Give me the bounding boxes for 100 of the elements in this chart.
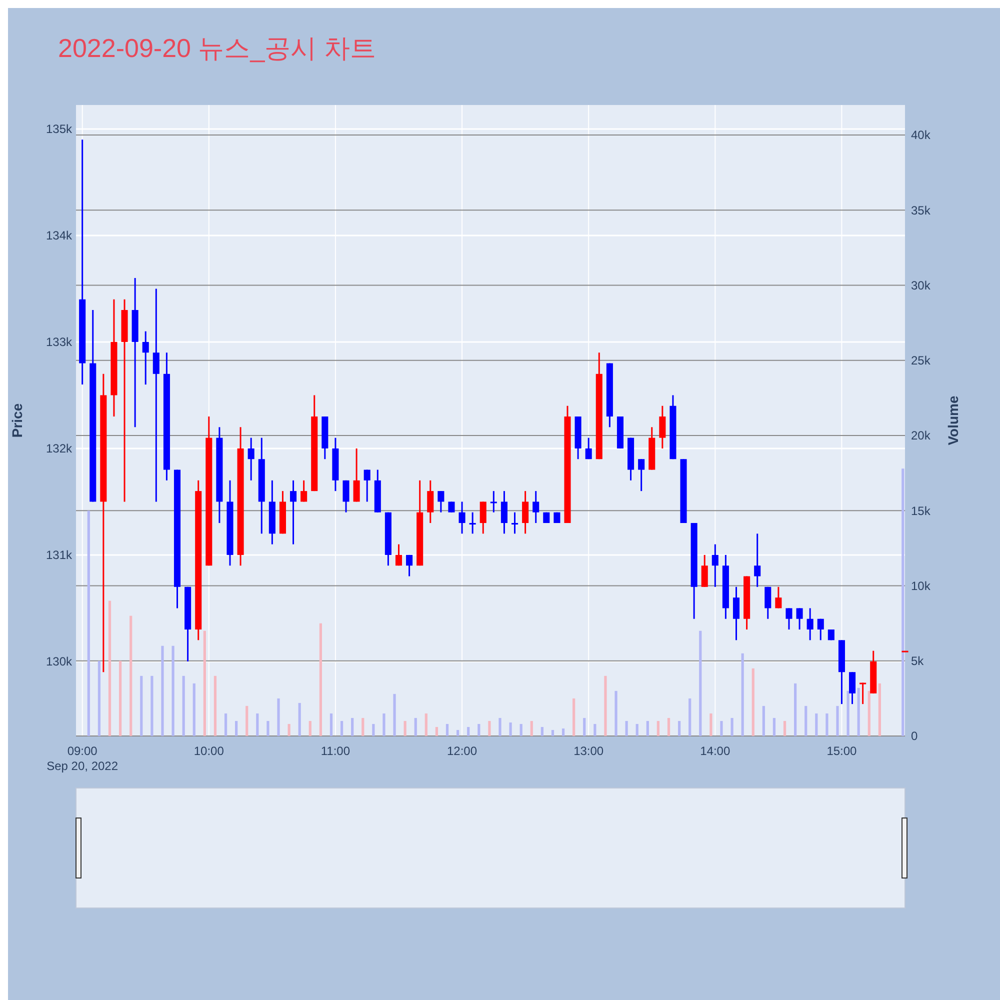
bar [382,713,386,736]
bar [277,698,280,736]
candlestick [500,490,508,534]
bar [902,468,904,736]
y2-tick-label: 40k [911,128,932,142]
bar [87,510,90,736]
candlestick [585,437,592,460]
y-tick-label: 132k [46,442,73,456]
bar [815,713,818,736]
bar [172,646,174,736]
candlestick [522,490,529,534]
candlestick [712,544,718,588]
bar [710,713,712,736]
candlestick [701,554,708,588]
candlestick [406,554,413,578]
bar [857,688,860,736]
bar [794,683,797,736]
bar [351,718,354,736]
bar [130,616,132,736]
bar [752,668,754,736]
bar [846,690,850,736]
bar [404,720,406,736]
bar [688,698,692,736]
bar [868,690,870,736]
bar [646,720,649,736]
bar [667,718,670,736]
candlestick [532,490,540,524]
bar [583,718,586,736]
chart-title: 2022-09-20 뉴스_공시 차트 [58,33,376,63]
bar [772,718,776,736]
bar [182,676,185,736]
bar [456,730,460,736]
bar [625,720,628,736]
x-tick-label: 11:00 [320,744,350,758]
y2-tick-label: 25k [911,354,932,368]
bar [562,728,565,736]
bar [319,623,322,736]
candlestick [860,682,866,705]
candlestick [764,586,772,620]
bar [730,718,734,736]
bar [203,630,206,736]
candlestick [817,618,824,641]
bar [435,726,438,736]
candlestick [353,448,360,502]
candlestick [786,607,792,630]
x-tick-label: 09:00 [67,744,98,758]
x-tick-label: 10:00 [194,744,224,758]
y2-tick-label: 10k [911,578,932,593]
candlestick [448,500,455,514]
y-tick-label: 134k [46,228,73,243]
bar [298,702,301,736]
bar [720,720,723,736]
x-tick-label: 14:00 [700,744,730,758]
x-tick-label: 15:00 [826,744,858,758]
y-tick-label: 131k [46,548,73,562]
candlestick [775,586,782,609]
candlestick [290,480,297,546]
y2-tick-label: 35k [911,203,932,218]
bar [446,724,449,736]
bar [266,720,270,736]
bar [192,683,196,736]
candlestick [490,490,497,514]
text: Sep 20, 2022 [46,759,118,773]
y-tick-label: 130k [46,654,73,669]
y2-tick-label: 15k [911,504,932,518]
candlestick [469,512,476,534]
bar [741,653,744,736]
bar [256,713,259,736]
candlestick [511,512,518,534]
bar [330,713,333,736]
candlestick [152,288,160,502]
bar [783,720,786,736]
bar [214,676,217,736]
candlestick [754,532,761,588]
bar [161,646,164,736]
candlestick [806,607,814,641]
bar [826,713,828,736]
y2-tick-label: 5k [911,654,925,668]
bar [678,720,681,736]
y-tick-label: 135k [46,122,73,136]
candlestick [342,480,350,514]
candlestick [796,607,803,630]
bar [140,676,143,736]
bar [594,724,596,736]
candlestick [659,405,666,450]
bar [488,720,491,736]
bar [224,713,228,736]
bar [530,720,533,736]
candlestick [364,469,370,502]
bar [478,724,480,736]
bar [520,724,522,736]
bar [699,630,702,736]
y2-tick-label: 20k [911,428,932,443]
bar [509,722,512,736]
candlestick [142,330,149,386]
bar [424,713,428,736]
y-tick-label: 133k [46,335,73,350]
y2-axis-title: Volume [945,396,961,446]
bar [614,690,618,736]
candlestick [638,458,645,492]
